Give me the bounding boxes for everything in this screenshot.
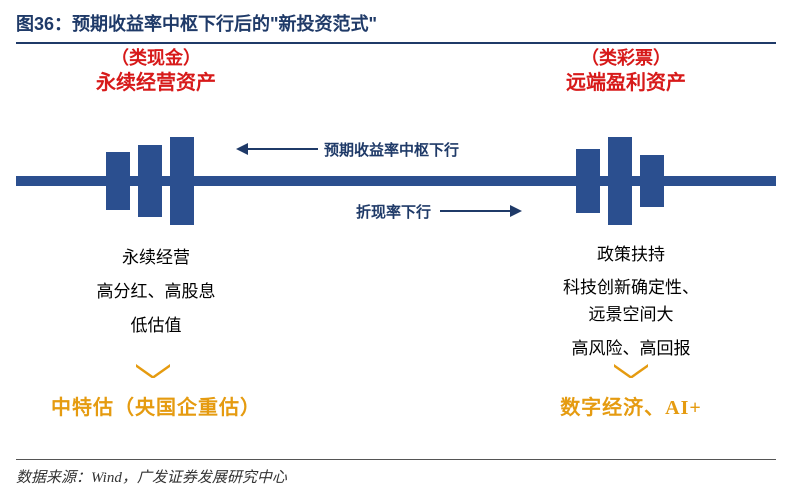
left-bullet-3: 低估值	[56, 309, 256, 343]
left-heading: 永续经营资产	[66, 70, 246, 97]
left-bullets: 永续经营 高分红、高股息 低估值	[56, 241, 256, 343]
left-conclusion: 中特估（央国企重估）	[36, 391, 276, 420]
right-bullets: 政策扶持 科技创新确定性、 远景空间大 高风险、高回报	[521, 241, 741, 362]
left-bullet-2: 高分红、高股息	[56, 275, 256, 309]
right-heading: 远端盈利资产	[536, 70, 716, 97]
left-heading-block: （类现金） 永续经营资产	[66, 46, 246, 97]
left-bar-2	[138, 145, 162, 217]
barbell-diagram: （类现金） 永续经营资产 （类彩票） 远端盈利资产 预期收益率中枢下行 折现率下…	[16, 46, 776, 456]
left-paren-label: （类现金）	[66, 46, 246, 70]
chevron-down-icon-left	[136, 364, 170, 378]
chevron-down-icon-right	[614, 364, 648, 378]
right-bullet-1: 政策扶持	[521, 241, 741, 268]
right-conclusion: 数字经济、AI+	[516, 391, 746, 420]
right-bar-1	[576, 149, 600, 213]
figure-title-row: 图36：预期收益率中枢下行后的"新投资范式"	[16, 10, 776, 44]
right-bar-3	[640, 155, 664, 207]
figure-frame: 图36：预期收益率中枢下行后的"新投资范式" （类现金） 永续经营资产 （类彩票…	[0, 0, 807, 501]
figure-title: 图36：预期收益率中枢下行后的"新投资范式"	[16, 14, 377, 34]
right-bullet-3: 高风险、高回报	[521, 335, 741, 362]
bottom-arrow-head-icon	[510, 205, 522, 217]
left-bar-3	[170, 137, 194, 225]
figure-source: 数据来源：Wind，广发证券发展研究中心	[16, 459, 776, 487]
right-bar-2	[608, 137, 632, 225]
top-annotation: 预期收益率中枢下行	[324, 139, 459, 160]
right-heading-block: （类彩票） 远端盈利资产	[536, 46, 716, 97]
bottom-annotation: 折现率下行	[356, 201, 431, 222]
top-arrow-line	[248, 148, 318, 150]
left-bullet-1: 永续经营	[56, 241, 256, 275]
top-arrow-head-icon	[236, 143, 248, 155]
bottom-arrow-line	[440, 210, 510, 212]
left-bar-1	[106, 152, 130, 210]
right-bullet-2: 科技创新确定性、 远景空间大	[521, 274, 741, 328]
right-paren-label: （类彩票）	[536, 46, 716, 70]
